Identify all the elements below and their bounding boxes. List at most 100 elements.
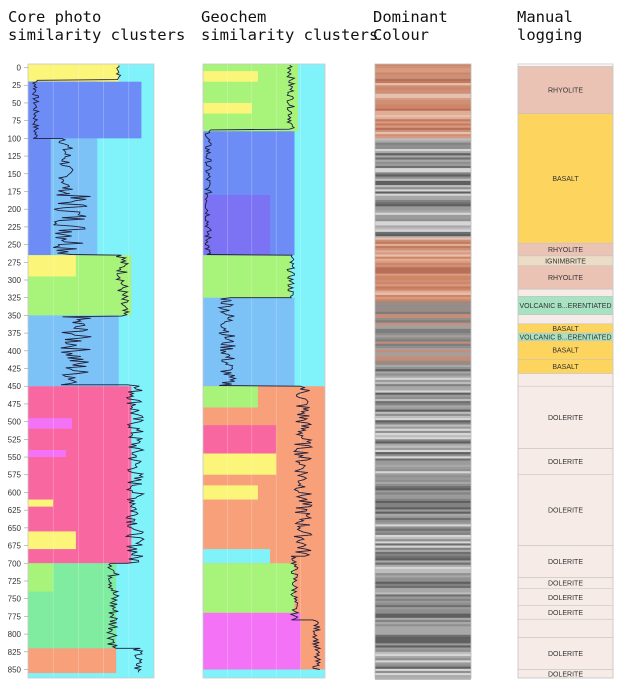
colour-stripe xyxy=(375,424,471,427)
colour-stripe xyxy=(375,379,471,383)
colour-stripe xyxy=(375,131,471,135)
colour-stripe xyxy=(375,475,471,478)
colour-stripe xyxy=(375,121,471,124)
dominant-colour-track xyxy=(374,63,472,680)
colour-stripe xyxy=(375,617,471,621)
core-cluster-block xyxy=(28,138,51,256)
colour-stripe xyxy=(375,373,471,376)
colour-stripe xyxy=(375,288,471,291)
depth-tick-label: 600 xyxy=(8,488,22,497)
colour-stripe xyxy=(375,214,471,218)
colour-stripe xyxy=(375,174,471,177)
geochem-cluster-block xyxy=(203,195,271,256)
depth-tick-label: 725 xyxy=(8,577,22,586)
depth-tick-label: 475 xyxy=(8,400,22,409)
colour-stripe xyxy=(375,328,471,332)
colour-stripe xyxy=(375,345,471,349)
geochem-cluster-track xyxy=(202,63,326,679)
depth-tick-label: 200 xyxy=(8,205,22,214)
colour-stripe xyxy=(375,250,471,253)
depth-tick-label: 275 xyxy=(8,258,22,267)
colour-stripe xyxy=(375,509,471,512)
lithology-interval xyxy=(517,385,614,449)
depth-tick-label: 300 xyxy=(8,276,22,285)
lithology-label: DOLERITE xyxy=(548,559,583,566)
lithology-interval xyxy=(517,113,614,244)
colour-stripe xyxy=(375,343,471,347)
colour-stripe xyxy=(375,581,471,585)
colour-stripe xyxy=(375,127,471,131)
colour-stripe xyxy=(375,511,471,515)
colour-stripe xyxy=(375,93,471,97)
geochem-cluster-block xyxy=(203,453,277,475)
colour-stripe xyxy=(375,144,471,148)
colour-stripe xyxy=(375,269,471,272)
colour-stripe xyxy=(375,140,471,143)
colour-stripe xyxy=(375,405,471,408)
colour-stripe xyxy=(375,70,471,73)
colour-stripe xyxy=(375,619,471,623)
colour-stripe xyxy=(375,313,471,317)
colour-stripe xyxy=(375,564,471,568)
colour-stripe xyxy=(375,579,471,582)
colour-stripe xyxy=(375,237,471,240)
depth-tick-label: 25 xyxy=(12,81,21,90)
colour-stripe xyxy=(375,632,471,636)
depth-tick-label: 325 xyxy=(8,294,22,303)
colour-stripe xyxy=(375,85,471,88)
colour-stripe xyxy=(375,411,471,415)
colour-stripe xyxy=(375,532,471,536)
colour-stripe xyxy=(375,305,471,308)
colour-stripe xyxy=(375,282,471,285)
colour-stripe xyxy=(375,129,471,133)
colour-stripe xyxy=(375,537,471,540)
colour-stripe xyxy=(375,469,471,472)
colour-stripe xyxy=(375,377,471,381)
colour-stripe xyxy=(375,664,471,667)
colour-stripe xyxy=(375,441,471,444)
colour-stripe xyxy=(375,290,471,294)
colour-stripe xyxy=(375,562,471,565)
colour-stripe xyxy=(375,87,471,90)
core-cluster-block xyxy=(28,255,76,277)
lithology-interval xyxy=(517,314,614,325)
geochem-cluster-block xyxy=(203,102,252,114)
colour-stripe xyxy=(375,89,471,92)
colour-stripe xyxy=(375,301,471,304)
colour-stripe xyxy=(375,265,471,268)
colour-stripe xyxy=(375,464,471,468)
colour-stripe xyxy=(375,445,471,449)
colour-stripe xyxy=(375,191,471,194)
colour-stripe xyxy=(375,252,471,255)
depth-tick-label: 450 xyxy=(8,382,22,391)
colour-stripe xyxy=(375,517,471,521)
colour-stripe xyxy=(375,136,471,139)
colour-stripe xyxy=(375,522,471,525)
colour-stripe xyxy=(375,481,471,485)
depth-tick-label: 175 xyxy=(8,187,22,196)
colour-stripe xyxy=(375,643,471,646)
colour-stripe xyxy=(375,602,471,606)
colour-stripe xyxy=(375,119,471,122)
lithology-label: DOLERITE xyxy=(548,651,583,658)
depth-tick-label: 675 xyxy=(8,542,22,551)
depth-tick-label: 625 xyxy=(8,506,22,515)
colour-stripe xyxy=(375,428,471,432)
core-cluster-block xyxy=(28,563,54,592)
colour-stripe xyxy=(375,634,471,638)
colour-stripe xyxy=(375,117,471,120)
geochem-cluster-block xyxy=(203,485,258,500)
colour-stripe xyxy=(375,594,471,597)
colour-stripe xyxy=(375,165,471,169)
colour-stripe xyxy=(375,386,471,389)
colour-stripe xyxy=(375,498,471,502)
colour-stripe xyxy=(375,573,471,576)
colour-stripe xyxy=(375,341,471,345)
depth-tick-label: 375 xyxy=(8,329,22,338)
colour-stripe xyxy=(375,609,471,612)
geochem-cluster-block xyxy=(203,386,258,408)
colour-stripe xyxy=(375,227,471,231)
colour-stripe xyxy=(375,159,471,163)
geochem-cluster-block xyxy=(203,255,291,298)
depth-tick-label: 650 xyxy=(8,524,22,533)
